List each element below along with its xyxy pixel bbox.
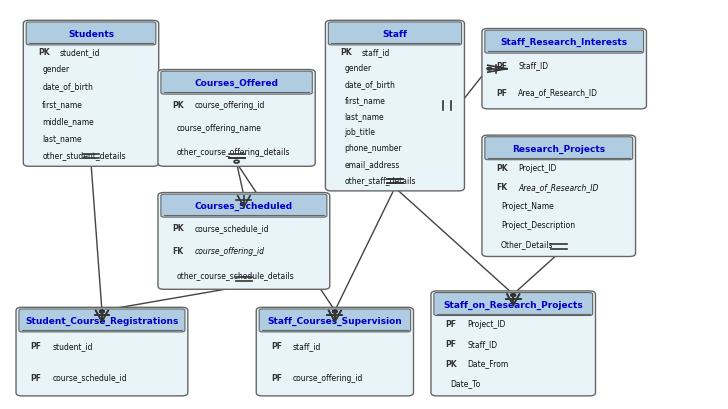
- Text: Research_Projects: Research_Projects: [513, 144, 605, 153]
- Text: other_staff_details: other_staff_details: [344, 175, 416, 184]
- Text: phone_number: phone_number: [344, 144, 402, 153]
- Text: Area_of_Research_ID: Area_of_Research_ID: [518, 88, 598, 97]
- Text: PF: PF: [31, 342, 41, 351]
- Text: other_course_schedule_details: other_course_schedule_details: [177, 270, 295, 279]
- Text: PF: PF: [446, 339, 456, 348]
- Text: other_student_details: other_student_details: [42, 151, 126, 160]
- Text: other_course_offering_details: other_course_offering_details: [177, 147, 290, 156]
- FancyBboxPatch shape: [158, 193, 330, 290]
- Text: PF: PF: [446, 319, 456, 328]
- FancyBboxPatch shape: [256, 308, 414, 396]
- Text: PK: PK: [496, 164, 508, 173]
- Text: FK: FK: [173, 247, 183, 256]
- Text: last_name: last_name: [42, 133, 82, 142]
- Text: Staff_Courses_Supervision: Staff_Courses_Supervision: [267, 316, 403, 325]
- Text: date_of_birth: date_of_birth: [42, 82, 93, 91]
- Text: PF: PF: [496, 61, 507, 70]
- Text: last_name: last_name: [344, 112, 384, 121]
- Text: Courses_Scheduled: Courses_Scheduled: [195, 202, 293, 211]
- Text: Other_Details: Other_Details: [501, 240, 553, 249]
- Text: course_offering_id: course_offering_id: [194, 101, 265, 110]
- Text: gender: gender: [42, 65, 69, 74]
- Text: Staff_on_Research_Projects: Staff_on_Research_Projects: [443, 300, 583, 309]
- FancyBboxPatch shape: [482, 29, 646, 110]
- Text: date_of_birth: date_of_birth: [344, 80, 395, 89]
- Text: staff_id: staff_id: [362, 48, 390, 57]
- Text: Courses_Offered: Courses_Offered: [194, 79, 279, 88]
- FancyBboxPatch shape: [158, 70, 315, 167]
- Text: Project_ID: Project_ID: [518, 164, 557, 173]
- Text: course_schedule_id: course_schedule_id: [194, 223, 269, 232]
- FancyBboxPatch shape: [431, 291, 596, 396]
- Text: FK: FK: [496, 183, 507, 192]
- Text: Staff_ID: Staff_ID: [518, 61, 548, 70]
- Text: Project_Name: Project_Name: [501, 202, 553, 211]
- Text: email_address: email_address: [344, 160, 400, 169]
- Text: student_id: student_id: [52, 342, 93, 351]
- Text: student_id: student_id: [60, 48, 100, 57]
- FancyBboxPatch shape: [161, 72, 312, 95]
- FancyBboxPatch shape: [259, 309, 411, 332]
- FancyBboxPatch shape: [16, 308, 188, 396]
- Text: PK: PK: [38, 48, 50, 57]
- FancyBboxPatch shape: [482, 136, 636, 257]
- Text: Date_From: Date_From: [467, 359, 509, 368]
- Text: Students: Students: [68, 30, 114, 39]
- Text: course_schedule_id: course_schedule_id: [52, 373, 127, 382]
- FancyBboxPatch shape: [328, 23, 462, 46]
- Text: first_name: first_name: [42, 99, 83, 108]
- FancyBboxPatch shape: [26, 23, 156, 46]
- Text: first_name: first_name: [344, 96, 385, 105]
- Text: Date_To: Date_To: [450, 378, 480, 387]
- Text: Student_Course_Registrations: Student_Course_Registrations: [25, 316, 178, 325]
- FancyBboxPatch shape: [485, 137, 633, 160]
- Text: Project_ID: Project_ID: [467, 319, 506, 328]
- Text: PK: PK: [446, 359, 457, 368]
- FancyBboxPatch shape: [19, 309, 185, 332]
- Text: Area_of_Research_ID: Area_of_Research_ID: [518, 183, 598, 192]
- Text: course_offering_name: course_offering_name: [177, 124, 262, 133]
- Text: course_offering_id: course_offering_id: [194, 247, 264, 256]
- Text: PK: PK: [340, 48, 352, 57]
- Text: Staff: Staff: [382, 30, 408, 39]
- Text: PK: PK: [173, 101, 184, 110]
- FancyBboxPatch shape: [161, 195, 327, 218]
- Text: middle_name: middle_name: [42, 117, 94, 126]
- FancyBboxPatch shape: [434, 293, 593, 316]
- FancyBboxPatch shape: [23, 21, 159, 167]
- Text: course_offering_id: course_offering_id: [293, 373, 363, 382]
- FancyBboxPatch shape: [325, 21, 464, 191]
- Text: staff_id: staff_id: [293, 342, 321, 351]
- Text: Staff_ID: Staff_ID: [467, 339, 497, 348]
- Text: Staff_Research_Interests: Staff_Research_Interests: [501, 38, 628, 47]
- Text: PF: PF: [271, 373, 282, 382]
- Text: job_title: job_title: [344, 128, 376, 137]
- FancyBboxPatch shape: [485, 31, 644, 54]
- Text: PF: PF: [271, 342, 282, 351]
- Text: PF: PF: [496, 88, 507, 97]
- Text: PK: PK: [173, 223, 184, 232]
- Text: Project_Description: Project_Description: [501, 220, 575, 229]
- Text: PF: PF: [31, 373, 41, 382]
- Text: gender: gender: [344, 64, 371, 73]
